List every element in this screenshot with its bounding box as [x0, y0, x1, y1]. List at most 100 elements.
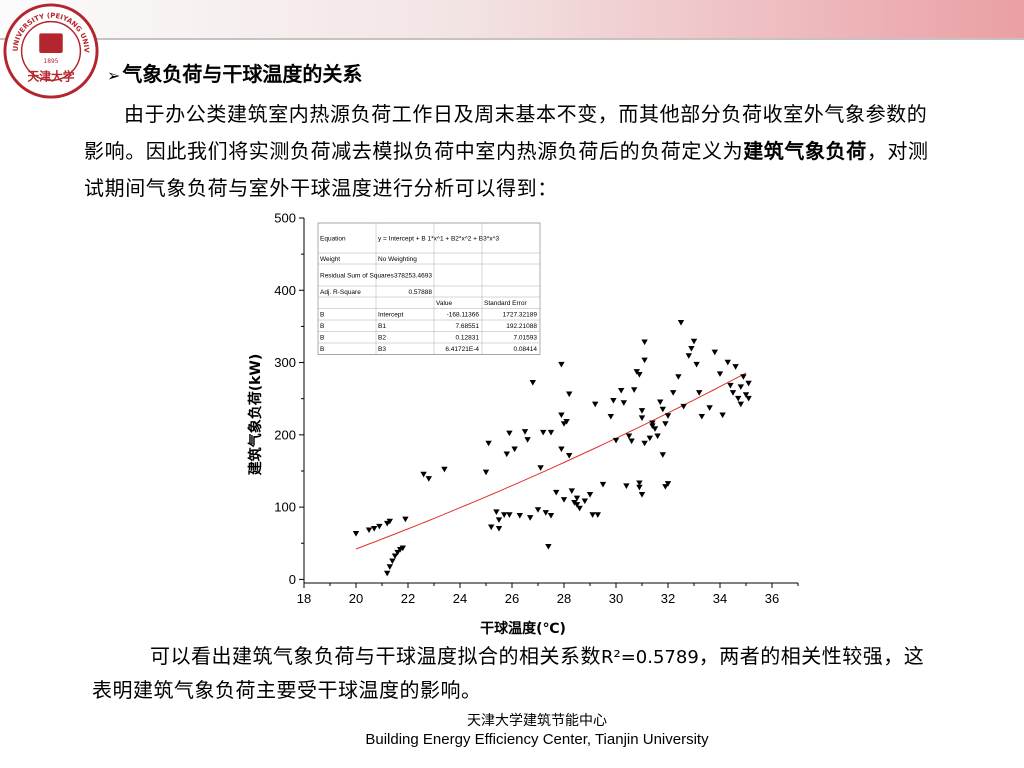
data-point — [649, 420, 656, 427]
data-point — [659, 452, 666, 458]
header-banner — [0, 0, 1024, 38]
conclusion-paragraph: 可以看出建筑气象负荷与干球温度拟合的相关系数R²=0.5789，两者的相关性较强… — [92, 640, 932, 706]
data-point — [641, 357, 648, 364]
data-point — [737, 384, 744, 390]
data-point — [706, 405, 713, 411]
data-point — [745, 395, 752, 402]
fit-table-value: 0.57888 — [409, 289, 433, 296]
fit-table-cell: B3 — [378, 346, 386, 353]
data-point — [740, 374, 747, 380]
data-point — [547, 512, 555, 519]
x-tick-label: 22 — [401, 591, 415, 606]
conclusion-text-2: ，两者的相关性较强，这表明建筑气象负荷主要受干球温度的影响。 — [92, 644, 925, 702]
data-point — [547, 429, 555, 436]
data-point — [425, 476, 432, 482]
fit-table-cell: 192.21088 — [506, 323, 537, 330]
data-point — [506, 430, 513, 437]
data-point — [610, 398, 617, 404]
data-point — [693, 361, 700, 368]
fit-table-cell: B2 — [378, 335, 386, 342]
y-tick-label: 300 — [274, 355, 296, 370]
header-divider — [0, 38, 1024, 40]
x-tick-label: 28 — [557, 591, 571, 606]
y-tick-label: 200 — [274, 427, 296, 442]
data-point — [735, 395, 742, 402]
data-point — [581, 498, 588, 505]
data-point — [503, 451, 510, 458]
fit-curve — [355, 372, 747, 550]
intro-bold-term: 建筑气象负荷 — [743, 139, 867, 163]
fit-table-cell: 6.41721E-4 — [445, 346, 479, 353]
data-point — [394, 549, 401, 556]
fit-table-label: Equation — [320, 236, 346, 243]
data-point — [545, 544, 552, 550]
data-point — [625, 433, 633, 440]
fit-table-cell: 7.01593 — [514, 335, 538, 342]
data-point — [521, 429, 529, 435]
data-point — [680, 403, 687, 410]
fit-table-cell: 0.12831 — [456, 335, 480, 342]
data-point — [636, 484, 643, 491]
y-tick-label: 100 — [274, 500, 296, 515]
r-squared-value: R²=0.5789 — [601, 647, 699, 668]
x-tick-label: 36 — [765, 591, 779, 606]
data-point — [745, 380, 752, 387]
data-point — [524, 437, 531, 443]
data-point — [386, 564, 393, 570]
fit-table-cell: 1727.32189 — [503, 312, 538, 319]
conclusion-text-1: 可以看出建筑气象负荷与干球温度拟合的相关系数 — [150, 644, 601, 668]
data-point — [540, 429, 547, 436]
data-point — [568, 488, 575, 495]
data-point — [662, 421, 669, 427]
data-point — [384, 570, 391, 577]
y-tick-label: 500 — [274, 211, 296, 226]
fit-table-cell: B1 — [378, 323, 386, 330]
slide-heading: ➢ 气象负荷与干球温度的关系 — [107, 58, 362, 87]
data-point — [599, 481, 607, 488]
data-point — [511, 446, 518, 453]
data-point — [677, 320, 685, 326]
fit-table-label: Weight — [320, 256, 340, 263]
data-point — [501, 512, 508, 518]
data-point — [688, 346, 695, 352]
data-point — [659, 406, 666, 413]
data-point — [558, 361, 565, 368]
data-point — [376, 523, 383, 530]
data-point — [685, 353, 692, 359]
fit-table-cell: 0.08414 — [514, 346, 538, 353]
fit-table-cell: B — [320, 323, 324, 330]
data-point — [573, 495, 581, 502]
fit-table-cell: B — [320, 346, 324, 353]
y-tick-label: 400 — [274, 283, 296, 298]
seal-bottom-text: 天津大学 — [28, 69, 75, 83]
data-point — [537, 465, 544, 471]
data-point — [542, 510, 549, 516]
data-point — [620, 400, 627, 406]
data-point — [516, 512, 523, 519]
data-point — [727, 382, 734, 389]
x-tick-label: 26 — [505, 591, 519, 606]
data-point — [529, 379, 536, 386]
intro-text-2: ，对测试期间气象负荷与室外干球温度进行分析可以得到： — [84, 139, 929, 200]
data-point — [638, 415, 646, 422]
fit-table-cell: Intercept — [378, 312, 403, 319]
data-point — [742, 392, 750, 398]
data-point — [558, 446, 565, 453]
data-point — [662, 484, 669, 490]
data-point — [441, 466, 448, 473]
university-seal-icon: TIANJIN UNIVERSITY (PEIYANG UNIVERSITY) … — [2, 2, 99, 99]
data-point — [566, 452, 573, 459]
data-point — [566, 391, 573, 398]
footer-chinese: 天津大学建筑节能中心 — [467, 713, 607, 729]
data-point — [589, 512, 596, 518]
intro-paragraph: 由于办公类建筑室内热源负荷工作日及周末基本不变，而其他部分负荷收室外气象参数的影… — [84, 96, 934, 207]
data-point — [633, 369, 640, 375]
data-point — [664, 413, 672, 419]
fit-table-value: 378253.4693 — [394, 273, 432, 280]
data-point — [690, 338, 698, 345]
data-point — [553, 489, 560, 496]
intro-text-1: 由于办公类建筑室内热源负荷工作日及周末基本不变，而其他部分负荷收室外气象参数的影… — [84, 102, 928, 163]
data-point — [488, 524, 495, 531]
data-point — [618, 387, 625, 394]
data-point — [506, 512, 513, 518]
